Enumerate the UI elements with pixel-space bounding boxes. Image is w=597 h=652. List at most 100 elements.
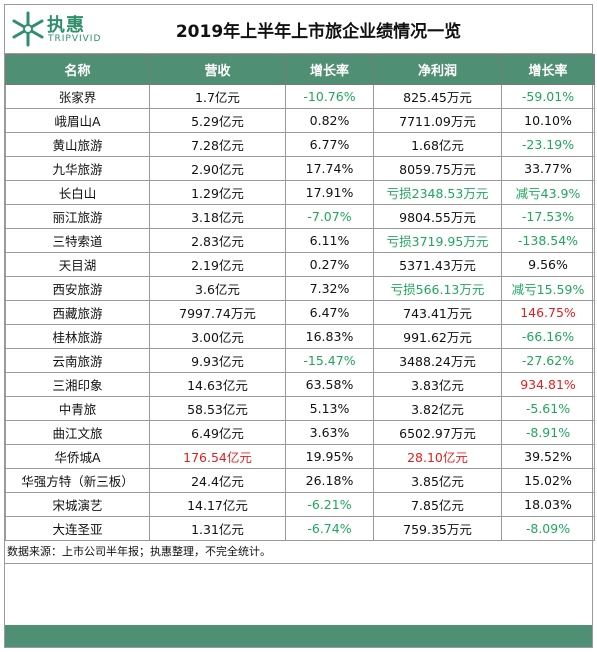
cell-profit: 1.68亿元	[373, 132, 502, 157]
table-row: 中青旅 58.53亿元 5.13% 3.82亿元 -5.61%	[5, 396, 595, 421]
table-header-row: 名称 营收 增长率 净利润 增长率	[5, 54, 595, 85]
cell-profit: 3.85亿元	[373, 468, 502, 493]
report-panel: 执惠 TRIPVIVID 2019年上半年上市旅企业绩情况一览 名称 营收 增长…	[4, 4, 595, 648]
cell-rev-growth: 63.58%	[285, 372, 374, 397]
snowflake-logo-icon	[12, 11, 44, 47]
cell-revenue: 176.54亿元	[149, 444, 286, 469]
cell-rev-growth: -6.74%	[285, 516, 374, 541]
cell-name: 峨眉山A	[5, 108, 150, 133]
cell-name: 西安旅游	[5, 276, 150, 301]
cell-profit-growth: -5.61%	[501, 396, 595, 421]
cell-revenue: 14.63亿元	[149, 372, 286, 397]
cell-profit-growth: -8.09%	[501, 516, 595, 541]
table-row: 九华旅游 2.90亿元 17.74% 8059.75万元 33.77%	[5, 156, 595, 181]
cell-revenue: 7997.74万元	[149, 300, 286, 325]
cell-name: 中青旅	[5, 396, 150, 421]
cell-rev-growth: 0.82%	[285, 108, 374, 133]
cell-rev-growth: -6.21%	[285, 492, 374, 517]
cell-revenue: 3.18亿元	[149, 204, 286, 229]
cell-name: 云南旅游	[5, 348, 150, 373]
cell-rev-growth: 7.32%	[285, 276, 374, 301]
table-row: 西藏旅游 7997.74万元 6.47% 743.41万元 146.75%	[5, 300, 595, 325]
cell-revenue: 3.00亿元	[149, 324, 286, 349]
table-row: 长白山 1.29亿元 17.91% 亏损2348.53万元 减亏43.9%	[5, 180, 595, 205]
table-row: 峨眉山A 5.29亿元 0.82% 7711.09万元 10.10%	[5, 108, 595, 133]
cell-profit: 3488.24万元	[373, 348, 502, 373]
table-row: 大连圣亚 1.31亿元 -6.74% 759.35万元 -8.09%	[5, 516, 595, 541]
cell-profit: 亏损3719.95万元	[373, 228, 502, 253]
cell-profit-growth: -23.19%	[501, 132, 595, 157]
cell-profit: 743.41万元	[373, 300, 502, 325]
cell-profit: 28.10亿元	[373, 444, 502, 469]
cell-name: 黄山旅游	[5, 132, 150, 157]
cell-name: 大连圣亚	[5, 516, 150, 541]
column-header-revenue-growth: 增长率	[285, 54, 374, 85]
table-row: 三特索道 2.83亿元 6.11% 亏损3719.95万元 -138.54%	[5, 228, 595, 253]
cell-revenue: 3.6亿元	[149, 276, 286, 301]
results-table: 名称 营收 增长率 净利润 增长率 张家界 1.7亿元 -10.76% 825.45万…	[5, 54, 595, 541]
cell-name: 丽江旅游	[5, 204, 150, 229]
table-body: 张家界 1.7亿元 -10.76% 825.45万元 -59.01% 峨眉山A 5.29亿元…	[5, 84, 595, 541]
footer-bar	[5, 625, 592, 647]
table-row: 三湘印象 14.63亿元 63.58% 3.83亿元 934.81%	[5, 372, 595, 397]
cell-profit-growth: 减亏43.9%	[501, 180, 595, 205]
cell-profit-growth: 39.52%	[501, 444, 595, 469]
cell-profit: 825.45万元	[373, 84, 502, 109]
cell-profit: 7.85亿元	[373, 492, 502, 517]
cell-name: 桂林旅游	[5, 324, 150, 349]
cell-profit-growth: 15.02%	[501, 468, 595, 493]
cell-rev-growth: -15.47%	[285, 348, 374, 373]
brand-name: 执惠	[47, 15, 85, 36]
cell-profit-growth: 33.77%	[501, 156, 595, 181]
cell-revenue: 24.4亿元	[149, 468, 286, 493]
cell-profit: 亏损2348.53万元	[373, 180, 502, 205]
cell-rev-growth: 6.47%	[285, 300, 374, 325]
cell-revenue: 14.17亿元	[149, 492, 286, 517]
cell-profit-growth: -8.91%	[501, 420, 595, 445]
cell-rev-growth: 17.74%	[285, 156, 374, 181]
page-title: 2019年上半年上市旅企业绩情况一览	[175, 22, 462, 42]
column-header-profit-growth: 增长率	[501, 54, 595, 85]
cell-name: 天目湖	[5, 252, 150, 277]
cell-rev-growth: 26.18%	[285, 468, 374, 493]
cell-rev-growth: 5.13%	[285, 396, 374, 421]
table-row: 曲江文旅 6.49亿元 3.63% 6502.97万元 -8.91%	[5, 420, 595, 445]
cell-name: 长白山	[5, 180, 150, 205]
cell-profit: 9804.55万元	[373, 204, 502, 229]
cell-name: 曲江文旅	[5, 420, 150, 445]
cell-rev-growth: 6.11%	[285, 228, 374, 253]
cell-profit-growth: -27.62%	[501, 348, 595, 373]
report-header: 执惠 TRIPVIVID 2019年上半年上市旅企业绩情况一览	[5, 5, 592, 54]
cell-rev-growth: 0.27%	[285, 252, 374, 277]
table-row: 黄山旅游 7.28亿元 6.77% 1.68亿元 -23.19%	[5, 132, 595, 157]
column-header-net-profit: 净利润	[373, 54, 502, 85]
table-row: 天目湖 2.19亿元 0.27% 5371.43万元 9.56%	[5, 252, 595, 277]
cell-revenue: 5.29亿元	[149, 108, 286, 133]
cell-profit: 3.83亿元	[373, 372, 502, 397]
cell-revenue: 2.19亿元	[149, 252, 286, 277]
cell-name: 张家界	[5, 84, 150, 109]
cell-profit-growth: -17.53%	[501, 204, 595, 229]
table-row: 张家界 1.7亿元 -10.76% 825.45万元 -59.01%	[5, 84, 595, 109]
column-header-name: 名称	[5, 54, 150, 85]
cell-revenue: 9.93亿元	[149, 348, 286, 373]
cell-name: 三特索道	[5, 228, 150, 253]
cell-profit-growth: 934.81%	[501, 372, 595, 397]
cell-name: 华侨城A	[5, 444, 150, 469]
cell-revenue: 2.90亿元	[149, 156, 286, 181]
table-row: 华侨城A 176.54亿元 19.95% 28.10亿元 39.52%	[5, 444, 595, 469]
column-header-revenue: 营收	[149, 54, 286, 85]
cell-profit-growth: -59.01%	[501, 84, 595, 109]
table-row: 云南旅游 9.93亿元 -15.47% 3488.24万元 -27.62%	[5, 348, 595, 373]
cell-revenue: 1.31亿元	[149, 516, 286, 541]
cell-profit: 8059.75万元	[373, 156, 502, 181]
cell-profit-growth: 9.56%	[501, 252, 595, 277]
cell-revenue: 6.49亿元	[149, 420, 286, 445]
cell-profit: 5371.43万元	[373, 252, 502, 277]
data-source-note: 数据来源：上市公司半年报；执惠整理，不完全统计。	[5, 541, 592, 564]
cell-profit-growth: 减亏15.59%	[501, 276, 595, 301]
cell-profit: 3.82亿元	[373, 396, 502, 421]
cell-revenue: 1.29亿元	[149, 180, 286, 205]
cell-profit: 6502.97万元	[373, 420, 502, 445]
cell-profit-growth: -138.54%	[501, 228, 595, 253]
